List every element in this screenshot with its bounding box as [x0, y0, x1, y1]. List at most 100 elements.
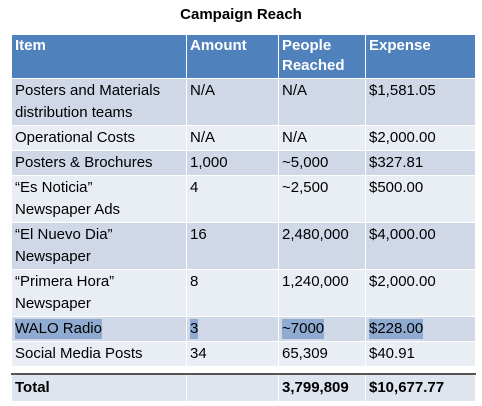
cell-text: $1,581.05: [369, 82, 436, 99]
header-text: People: [282, 37, 332, 54]
cell-text: $2,000.00: [369, 129, 436, 146]
table-cell: 1,000: [186, 150, 279, 176]
total-expense: $10,677.77: [365, 373, 476, 402]
table-cell: ~2,500: [278, 175, 366, 223]
column-header: Expense: [365, 34, 476, 79]
reach-table: Item Amount People Reached Expense Posters a…: [11, 34, 476, 402]
table-cell: $4,000.00: [365, 222, 476, 270]
table-cell: 2,480,000: [278, 222, 366, 270]
table-cell: 3: [186, 316, 279, 342]
table-cell: N/A: [186, 125, 279, 151]
cell-text: 16: [190, 226, 207, 243]
cell-text: Newspaper: [15, 295, 91, 312]
cell-text: ~2,500: [282, 179, 329, 196]
table-cell: Posters and Materials distribution teams: [11, 78, 187, 126]
cell-text: $2,000.00: [369, 273, 436, 290]
cell-text: $40.91: [369, 345, 415, 362]
table-cell: N/A: [278, 78, 366, 126]
cell-text: 1,240,000: [282, 273, 349, 290]
cell-text: N/A: [282, 82, 308, 99]
table-row: “Es Noticia” Newspaper Ads 4 ~2,500 $500.00: [11, 175, 476, 223]
table-cell: “Primera Hora” Newspaper: [11, 269, 187, 317]
cell-text: Posters and Materials: [15, 82, 161, 99]
table-cell: $2,000.00: [365, 269, 476, 317]
table-cell: “El Nuevo Dia” Newspaper: [11, 222, 187, 270]
table-body: Posters and Materials distribution teams N…: [11, 78, 476, 402]
table-row: Operational Costs N/A N/A $2,000.00: [11, 125, 476, 151]
cell-text: Operational Costs: [15, 129, 136, 146]
cell-text: Newspaper Ads: [15, 201, 121, 218]
table-cell: 16: [186, 222, 279, 270]
header-row: Item Amount People Reached Expense: [11, 34, 476, 79]
spacer-row: [11, 366, 476, 375]
total-people: 3,799,809: [278, 373, 366, 402]
cell-text: 2,480,000: [282, 226, 349, 243]
table-cell: $40.91: [365, 341, 476, 367]
total-label: Total: [11, 373, 187, 402]
cell-text: ~7000: [282, 319, 325, 339]
cell-text: $4,000.00: [369, 226, 436, 243]
cell-text: 1,000: [190, 154, 228, 171]
cell-text: $327.81: [369, 154, 424, 171]
header-text: Expense: [369, 37, 431, 54]
cell-text: 3: [190, 319, 199, 339]
table-cell: $327.81: [365, 150, 476, 176]
table-cell: $500.00: [365, 175, 476, 223]
title: Campaign Reach: [180, 6, 302, 23]
cell-text: $228.00: [369, 319, 424, 339]
cell-text: “Es Noticia”: [15, 179, 93, 196]
table-cell: N/A: [278, 125, 366, 151]
column-header: People Reached: [278, 34, 366, 79]
cell-text: 4: [190, 179, 199, 196]
cell-text: $500.00: [369, 179, 424, 196]
cell-text: WALO Radio: [15, 319, 102, 339]
table-cell: 1,240,000: [278, 269, 366, 317]
table-row: “El Nuevo Dia” Newspaper 16 2,480,000 $4,000…: [11, 222, 476, 270]
table-row: Posters and Materials distribution teams N…: [11, 78, 476, 126]
cell-text: N/A: [190, 82, 216, 99]
table-cell: $2,000.00: [365, 125, 476, 151]
column-header: Item: [11, 34, 187, 79]
cell-text: N/A: [282, 129, 308, 146]
spacer-cell: [186, 366, 279, 375]
table-cell: 34: [186, 341, 279, 367]
cell-text: 34: [190, 345, 207, 362]
table-row: “Primera Hora” Newspaper 8 1,240,000 $2,000.…: [11, 269, 476, 317]
cell-text: “El Nuevo Dia”: [15, 226, 113, 243]
cell-text: 65,309: [282, 345, 328, 362]
cell-text: Social Media Posts: [15, 345, 143, 362]
header-text: Item: [15, 37, 46, 54]
table-cell: ~5,000: [278, 150, 366, 176]
table-cell: WALO Radio: [11, 316, 187, 342]
header-text: Amount: [190, 37, 247, 54]
table-cell: 65,309: [278, 341, 366, 367]
cell-text: Posters & Brochures: [15, 154, 153, 171]
cell-text: 8: [190, 273, 199, 290]
table-cell: ~7000: [278, 316, 366, 342]
cell-text: “Primera Hora”: [15, 273, 115, 290]
total-row: Total 3,799,809 $10,677.77: [11, 373, 476, 402]
spacer-cell: [365, 366, 476, 375]
header-text: Reached: [282, 57, 345, 74]
cell-text: distribution teams: [15, 104, 133, 121]
table-cell: Posters & Brochures: [11, 150, 187, 176]
table-cell: Social Media Posts: [11, 341, 187, 367]
table-cell: 4: [186, 175, 279, 223]
spacer-cell: [11, 366, 187, 375]
table-cell: $1,581.05: [365, 78, 476, 126]
cell-text: N/A: [190, 129, 216, 146]
column-header: Amount: [186, 34, 279, 79]
total-cell: [186, 373, 279, 402]
table-cell: N/A: [186, 78, 279, 126]
table-row: WALO Radio 3 ~7000 $228.00: [11, 316, 476, 342]
table-row: Social Media Posts 34 65,309 $40.91: [11, 341, 476, 367]
table-cell: $228.00: [365, 316, 476, 342]
table-row: Posters & Brochures 1,000 ~5,000 $327.81: [11, 150, 476, 176]
cell-text: Newspaper: [15, 248, 91, 265]
cell-text: ~5,000: [282, 154, 329, 171]
spacer-cell: [278, 366, 366, 375]
table-cell: 8: [186, 269, 279, 317]
table-cell: Operational Costs: [11, 125, 187, 151]
table-cell: “Es Noticia” Newspaper Ads: [11, 175, 187, 223]
